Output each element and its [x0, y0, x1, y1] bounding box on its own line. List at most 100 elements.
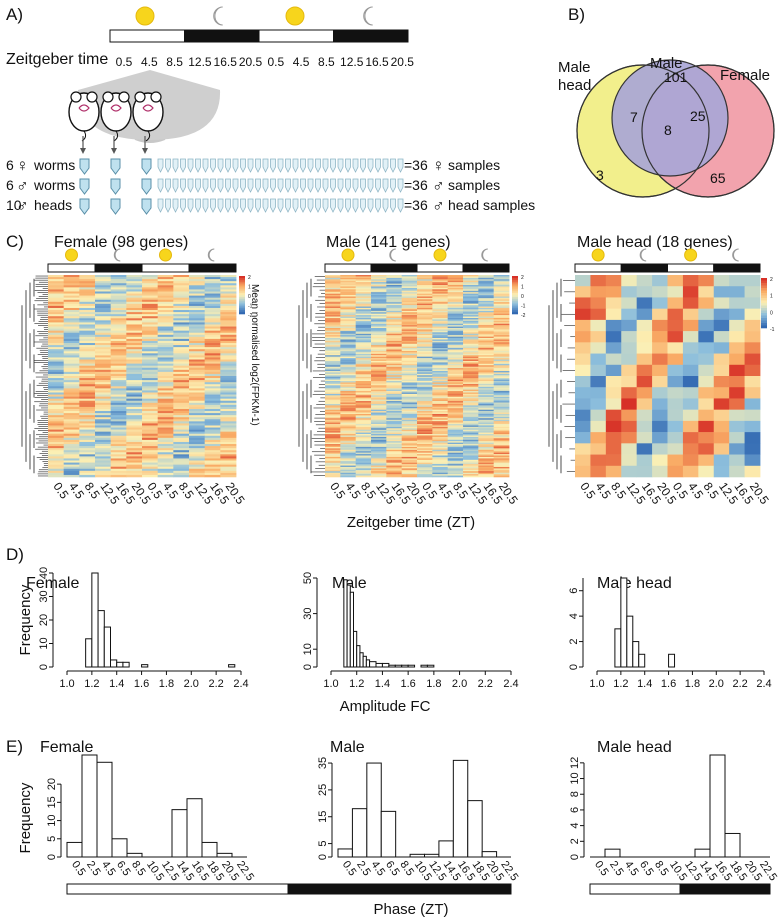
heatmap-cell	[605, 432, 622, 444]
heatmap-cell	[340, 474, 357, 476]
heatmap-cell	[340, 296, 357, 299]
heatmap-cell	[220, 312, 237, 315]
heatmap-cell	[493, 319, 510, 322]
dark-phase	[620, 263, 668, 273]
heatmap-cell	[325, 300, 341, 303]
heatmap-cell	[447, 461, 464, 463]
heatmap-cell	[48, 470, 65, 474]
panel-e-label: E)	[6, 737, 23, 756]
heatmap-cell	[142, 330, 159, 334]
heatmap-cell	[493, 389, 510, 392]
heatmap-cell	[621, 275, 638, 287]
heatmap-cell	[79, 345, 96, 348]
heatmap-cell	[386, 333, 403, 336]
heatmap-cell	[401, 412, 418, 415]
heatmap-cell	[447, 363, 464, 366]
heatmap-cell	[189, 277, 206, 280]
heatmap-cell	[432, 435, 449, 438]
heatmap-cell	[386, 439, 403, 442]
heatmap-cell	[340, 369, 357, 372]
sample-tube-small	[195, 178, 201, 193]
heatmap-cell	[340, 333, 357, 336]
heatmap-cell	[605, 409, 622, 422]
heatmap-cell	[48, 324, 65, 327]
heatmap-cell	[79, 351, 96, 354]
heatmap-cell	[636, 454, 653, 467]
heatmap-cell	[401, 413, 418, 416]
heatmap-cell	[220, 454, 237, 457]
heatmap-cell	[417, 348, 433, 350]
heatmap-cell	[713, 342, 730, 354]
heatmap-cell	[432, 319, 449, 322]
heatmap-cell	[340, 307, 357, 310]
heatmap-cell	[189, 444, 206, 447]
legend-swatch	[239, 302, 245, 305]
heatmap-cell	[493, 395, 510, 398]
heatmap-cell	[142, 411, 159, 414]
heatmap-cell	[110, 275, 127, 278]
heatmap-cell	[478, 441, 495, 443]
heatmap-cell	[355, 292, 372, 294]
heatmap-cell	[744, 319, 761, 332]
heatmap-cell	[340, 439, 357, 442]
heatmap-cell	[371, 356, 387, 359]
sample-tube-small	[240, 158, 246, 173]
heatmap-cell	[220, 322, 237, 325]
heatmap-cell	[340, 325, 357, 327]
heatmap-cell	[63, 347, 80, 350]
heatmap-cell	[340, 391, 357, 393]
heatmap-cell	[173, 291, 190, 294]
heatmap-cell	[401, 313, 418, 316]
y-tick-label: 12	[569, 757, 581, 769]
heatmap-cell	[79, 386, 96, 389]
heatmap-cell	[355, 449, 372, 452]
heatmap-cell	[126, 351, 143, 354]
heatmap-cell	[340, 405, 357, 408]
heatmap-cell	[478, 350, 495, 353]
heatmap-cell	[355, 418, 372, 420]
heatmap-cell	[493, 285, 510, 287]
heatmap-cell	[698, 398, 715, 410]
heatmap-cell	[189, 343, 206, 346]
heatmap-cell	[204, 279, 221, 282]
heatmap-cell	[463, 313, 479, 316]
heatmap-cell	[126, 472, 143, 476]
heatmap-cell	[173, 419, 190, 422]
x-tick-label: 1.8	[426, 678, 441, 690]
heatmap-cell	[447, 292, 464, 294]
heatmap-cell	[157, 386, 174, 389]
heatmap-cell	[220, 301, 237, 305]
heatmap-cell	[220, 330, 237, 334]
heatmap-cell	[371, 426, 387, 429]
heatmap-cell	[173, 289, 190, 292]
heatmap-cell	[493, 307, 510, 310]
heatmap-cell	[401, 436, 418, 439]
heatmap-cell	[355, 425, 372, 428]
heatmap-cell	[48, 277, 65, 280]
heatmap-cell	[432, 398, 449, 400]
heatmap-cell	[478, 372, 495, 375]
heatmap-cell	[355, 309, 372, 312]
sex-symbol: ♀	[16, 156, 29, 175]
heatmap-cell	[355, 465, 372, 468]
heatmap-cell	[340, 398, 357, 400]
heatmap-cell	[110, 456, 127, 459]
heatmap-cell	[204, 408, 221, 412]
heatmap-cell	[173, 343, 190, 346]
heatmap-cell	[682, 353, 699, 366]
heatmap-cell	[48, 351, 65, 354]
heatmap-cell	[110, 394, 127, 397]
heatmap-cell	[126, 353, 143, 356]
heatmap-cell	[142, 431, 159, 435]
heatmap-cell	[621, 376, 638, 388]
heatmap-cell	[340, 338, 357, 340]
heatmap-cell	[401, 315, 418, 317]
sample-tube-small	[330, 178, 336, 193]
heatmap-cell	[189, 291, 206, 294]
histogram-bar	[632, 641, 640, 668]
heatmap-cell	[713, 409, 730, 422]
heatmap-cell	[157, 357, 174, 360]
legend-tick: -2	[521, 313, 526, 319]
venn-label-male: Male	[650, 55, 683, 72]
